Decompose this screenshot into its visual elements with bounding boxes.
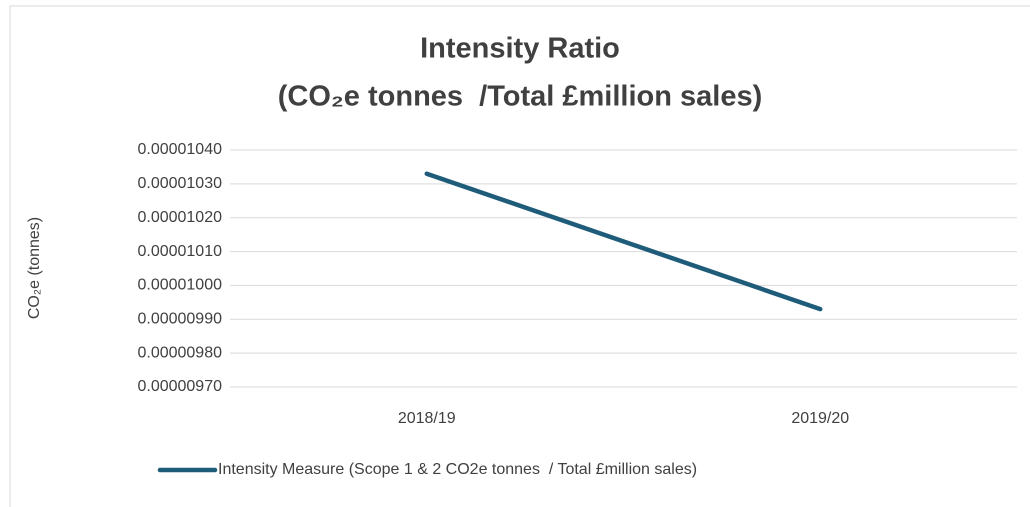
y-tick-label: 0.00001000 bbox=[137, 277, 222, 294]
y-tick-label: 0.00001040 bbox=[137, 141, 222, 158]
y-axis-label: CO₂e (tonnes) bbox=[26, 217, 43, 319]
chart-title: (CO₂e tonnes /Total £million sales) bbox=[278, 81, 763, 113]
y-tick-label: 0.00000970 bbox=[137, 378, 222, 395]
y-tick-label: 0.00001030 bbox=[137, 175, 222, 192]
chart-border bbox=[9, 5, 1030, 507]
legend-label: Intensity Measure (Scope 1 & 2 CO2e tonn… bbox=[218, 461, 697, 478]
y-tick-label: 0.00001020 bbox=[137, 209, 222, 226]
y-tick-label: 0.00000980 bbox=[137, 344, 222, 361]
x-tick-label: 2018/19 bbox=[398, 410, 456, 427]
series-line bbox=[424, 171, 823, 312]
y-tick-label: 0.00001010 bbox=[137, 243, 222, 260]
y-tick-label: 0.00000990 bbox=[137, 311, 222, 328]
chart-title: Intensity Ratio bbox=[420, 33, 620, 65]
x-tick-label: 2019/20 bbox=[791, 410, 849, 427]
